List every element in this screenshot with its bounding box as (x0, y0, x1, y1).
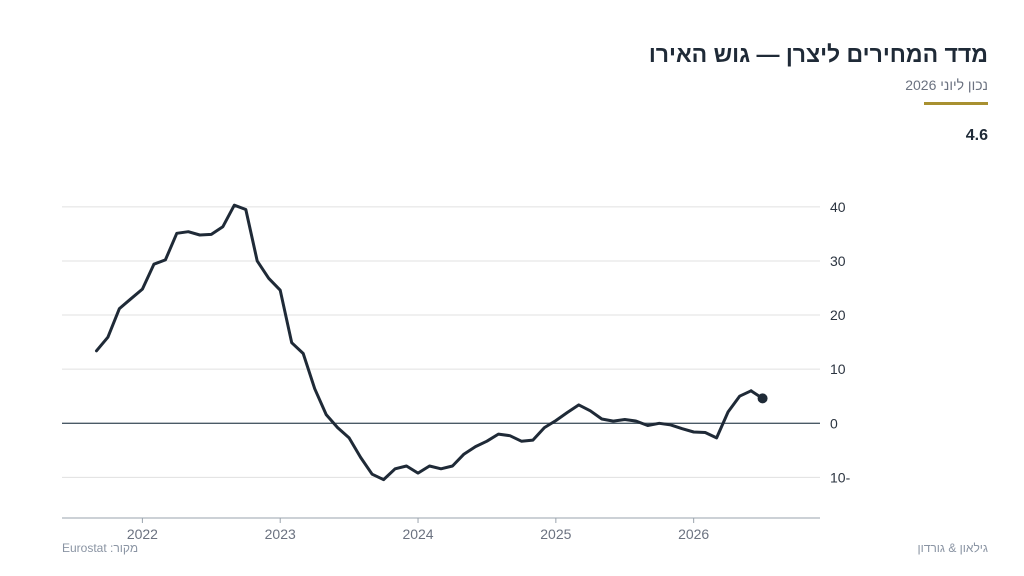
x-tick-label: 2026 (678, 526, 709, 542)
brand-label: גילאון & גורדון (917, 541, 988, 555)
x-tick-label: 2025 (540, 526, 571, 542)
y-tick-label: 40 (830, 199, 846, 215)
y-tick-label: 10 (830, 361, 846, 377)
y-tick-label: 30 (830, 253, 846, 269)
x-tick-label: 2022 (127, 526, 158, 542)
accent-rule (924, 102, 988, 105)
chart-subtitle: נכון ליוני 2026 (905, 77, 988, 93)
y-tick-label: 20 (830, 307, 846, 323)
y-tick-label: 0 (830, 415, 838, 431)
x-tick-label: 2024 (402, 526, 433, 542)
chart-header: מדד המחירים ליצרן — גוש האירו נכון ליוני… (649, 38, 988, 94)
chart-title: מדד המחירים ליצרן — גוש האירו (648, 41, 988, 67)
y-tick-label: 10- (830, 469, 851, 485)
series-line (95, 203, 753, 482)
latest-value: 4.6 (965, 127, 988, 144)
x-tick-label: 2023 (265, 526, 296, 542)
source-note: מקור: Eurostat (62, 541, 139, 555)
last-point-marker (757, 393, 768, 404)
